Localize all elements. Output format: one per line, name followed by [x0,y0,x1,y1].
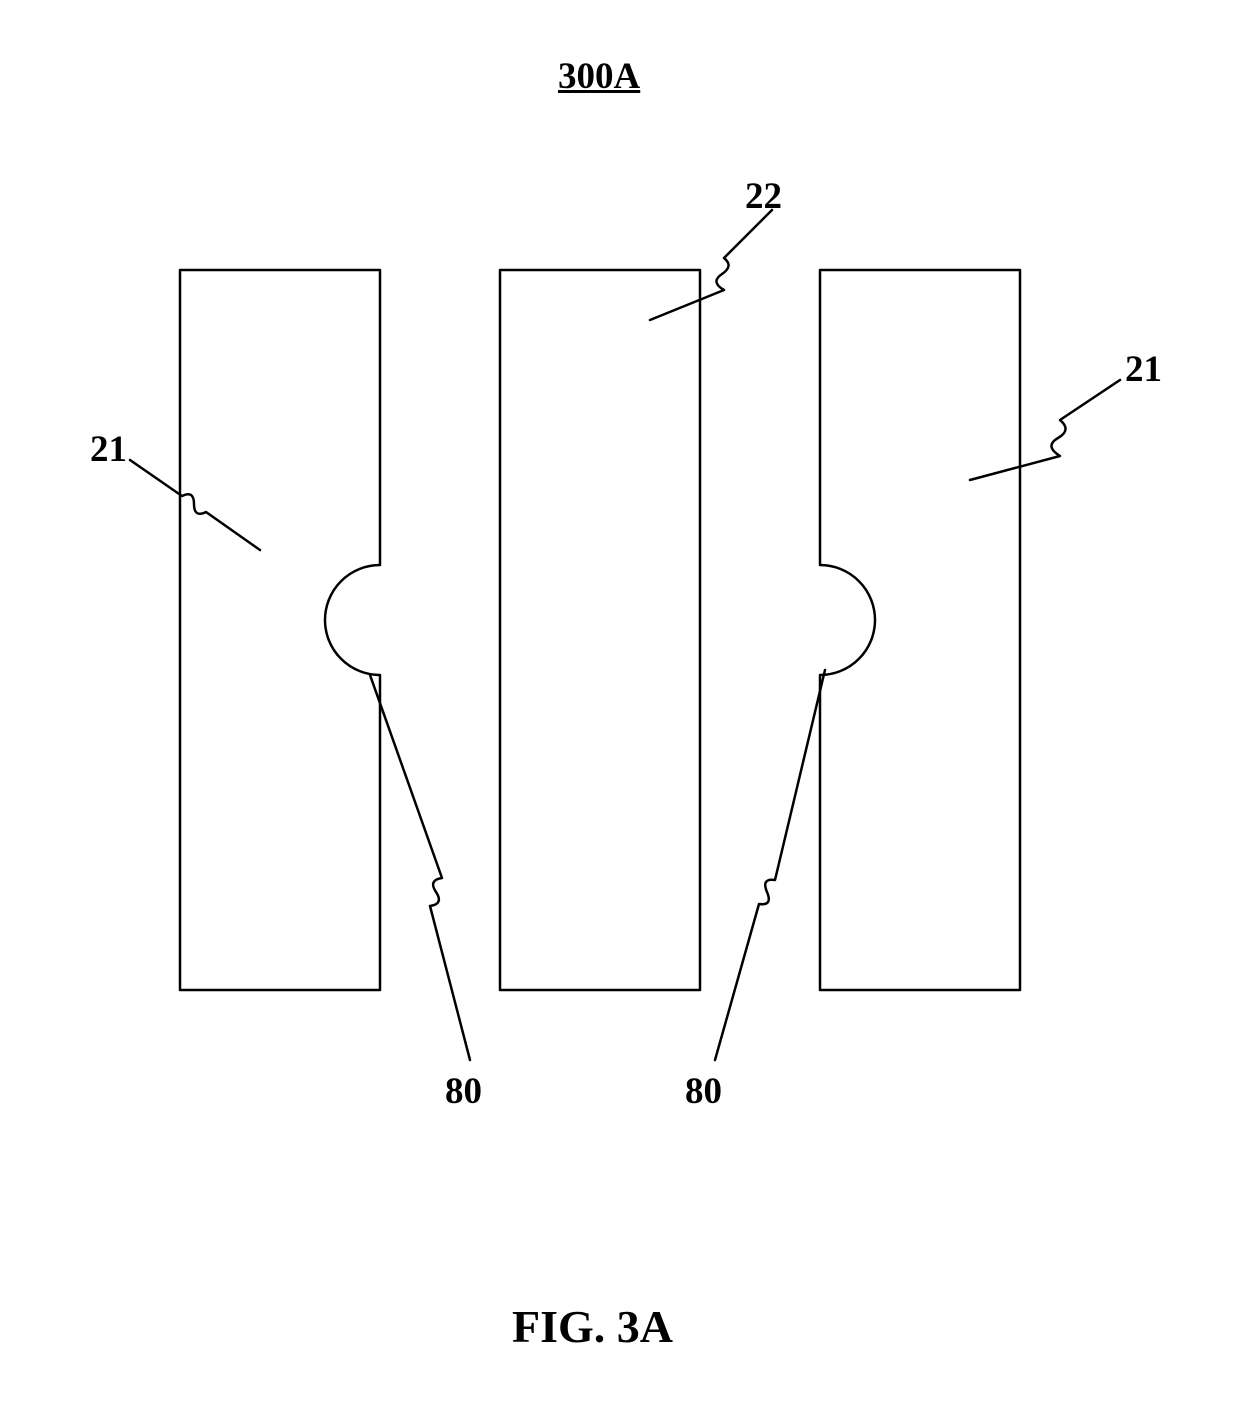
bar-left [180,270,380,990]
label-21-right-text: 21 [1125,349,1162,390]
label-80-left-text: 80 [445,1071,482,1112]
label-21-left: 21 [90,428,127,471]
figure-svg [0,0,1240,1403]
bar-right [820,270,1020,990]
leader-21-right [970,380,1120,480]
label-22: 22 [745,175,782,218]
leader-21-left [130,460,260,550]
figure-ref-number: 300A [558,55,640,98]
label-22-text: 22 [745,176,782,217]
label-80-right-text: 80 [685,1071,722,1112]
figure-caption: FIG. 3A [512,1300,673,1353]
label-80-right: 80 [685,1070,722,1113]
leader-80-right [715,670,825,1060]
label-80-left: 80 [445,1070,482,1113]
leader-80-left [370,675,470,1060]
figure-caption-text: FIG. 3A [512,1301,673,1352]
figure-page: 300A 22 21 21 [0,0,1240,1403]
bar-middle [500,270,700,990]
leader-22 [650,210,772,320]
label-21-right: 21 [1125,348,1162,391]
figure-ref-text: 300A [558,56,640,97]
label-21-left-text: 21 [90,429,127,470]
